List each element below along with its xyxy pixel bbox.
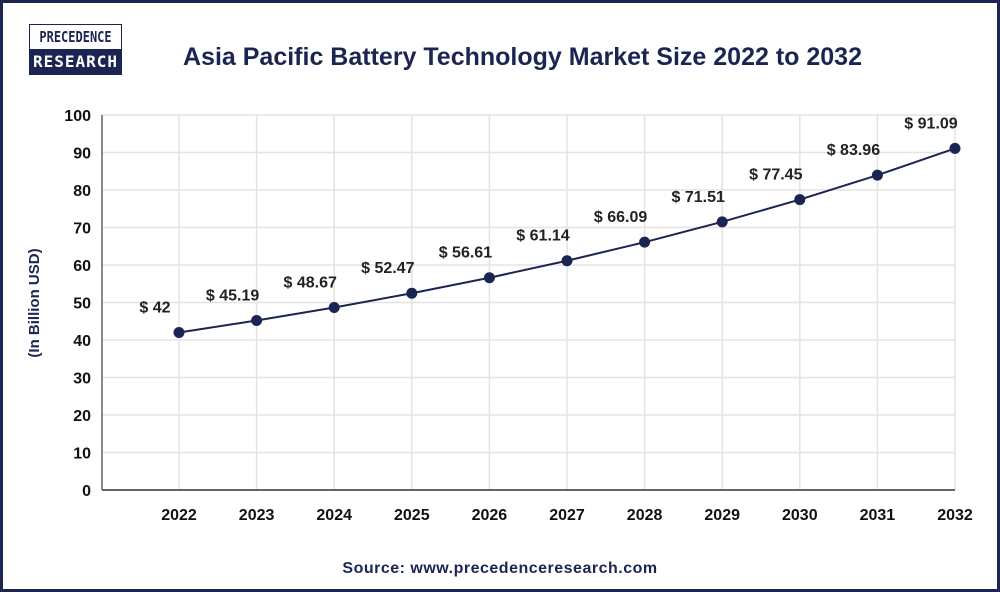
x-tick-label: 2025: [394, 507, 430, 524]
data-point: [794, 194, 806, 206]
y-tick-label: 10: [73, 446, 91, 463]
x-tick-label: 2024: [316, 507, 352, 524]
source-text: Source: www.precedenceresearch.com: [342, 560, 658, 577]
x-tick-label: 2028: [627, 507, 663, 524]
x-tick-label: 2032: [937, 507, 973, 524]
data-point: [251, 315, 263, 327]
x-tick-label: 2031: [860, 507, 896, 524]
chart-title: Asia Pacific Battery Technology Market S…: [183, 43, 862, 71]
data-label: $ 52.47: [361, 260, 414, 277]
y-tick-label: 60: [73, 258, 91, 275]
precedence-research-logo: PRECEDENCE RESEARCH: [29, 24, 122, 75]
data-label: $ 45.19: [206, 288, 259, 305]
data-label: $ 77.45: [749, 167, 802, 184]
data-label: $ 66.09: [594, 209, 647, 226]
data-label: $ 56.61: [439, 245, 492, 262]
y-tick-label: 0: [82, 483, 91, 500]
y-axis-label: (In Billion USD): [26, 248, 43, 357]
y-tick-label: 30: [73, 371, 91, 388]
x-tick-label: 2026: [472, 507, 508, 524]
x-tick-label: 2027: [549, 507, 585, 524]
y-tick-label: 100: [64, 108, 91, 125]
logo-line1: PRECEDENCE: [39, 25, 112, 49]
data-label: $ 91.09: [904, 115, 957, 132]
y-tick-label: 80: [73, 183, 91, 200]
data-point: [173, 327, 185, 338]
data-point: [871, 169, 883, 181]
y-tick-label: 90: [73, 146, 91, 163]
logo-line2: RESEARCH: [30, 49, 121, 75]
data-label: $ 83.96: [827, 142, 880, 159]
data-point: [716, 216, 728, 228]
data-point: [406, 287, 418, 299]
x-tick-label: 2029: [704, 507, 740, 524]
data-point: [328, 301, 340, 313]
x-tick-label: 2023: [239, 507, 275, 524]
y-tick-label: 40: [73, 333, 91, 350]
data-point: [561, 255, 573, 267]
y-tick-label: 20: [73, 408, 91, 425]
x-tick-label: 2022: [161, 507, 197, 524]
data-point: [483, 272, 495, 284]
data-label: $ 71.51: [672, 189, 725, 206]
y-tick-label: 70: [73, 221, 91, 238]
data-point: [639, 236, 651, 248]
data-label: $ 61.14: [516, 228, 569, 245]
x-tick-label: 2030: [782, 507, 818, 524]
data-label: $ 48.67: [284, 274, 337, 291]
data-label: $ 42: [139, 300, 170, 317]
y-tick-label: 50: [73, 296, 91, 313]
data-point: [949, 142, 961, 154]
